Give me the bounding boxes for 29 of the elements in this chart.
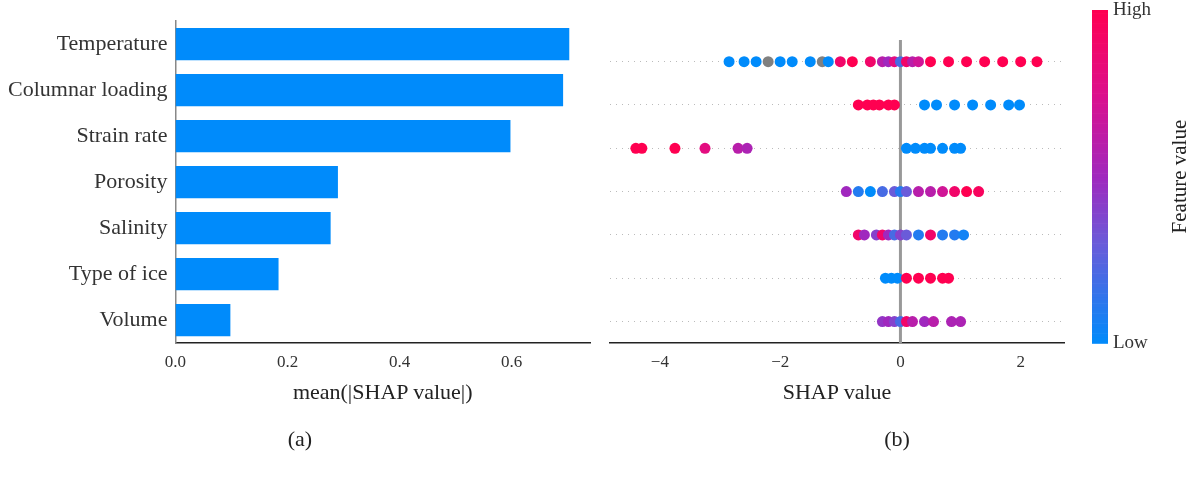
y-tick-label: Type of ice bbox=[68, 259, 168, 285]
color-bar-label: Low bbox=[1113, 331, 1149, 353]
y-tick-label: Strain rate bbox=[76, 121, 168, 147]
x-tick-label: 0.6 bbox=[500, 351, 523, 371]
color-bar-label: High bbox=[1113, 0, 1152, 19]
x-tick-label: 2 bbox=[1016, 351, 1025, 371]
text: (a) bbox=[286, 426, 314, 452]
bar bbox=[175, 258, 279, 291]
bar bbox=[175, 166, 338, 199]
y-tick-label: Volume bbox=[99, 305, 168, 331]
x-tick-label: 0 bbox=[896, 351, 905, 371]
bar bbox=[175, 28, 570, 61]
x-tick-label: −4 bbox=[650, 351, 670, 371]
y-tick-label: Columnar loading bbox=[7, 75, 168, 101]
text: (b) bbox=[883, 426, 911, 452]
bar bbox=[175, 304, 231, 337]
x-tick-label: 0.0 bbox=[164, 351, 187, 371]
bar bbox=[175, 74, 564, 107]
x-tick-label: 0.4 bbox=[388, 351, 411, 371]
y-tick-label: Salinity bbox=[99, 213, 168, 239]
bar bbox=[175, 120, 511, 153]
x-axis-title: mean(|SHAP value|) bbox=[292, 378, 473, 404]
bar bbox=[175, 212, 331, 245]
x-tick-label: −2 bbox=[771, 351, 790, 371]
y-tick-label: Porosity bbox=[94, 167, 168, 193]
color-bar-title: Feature value bbox=[1166, 119, 1191, 234]
x-axis-title: SHAP value bbox=[782, 378, 892, 404]
x-tick-label: 0.2 bbox=[276, 351, 299, 371]
y-tick-label: Temperature bbox=[56, 29, 168, 55]
